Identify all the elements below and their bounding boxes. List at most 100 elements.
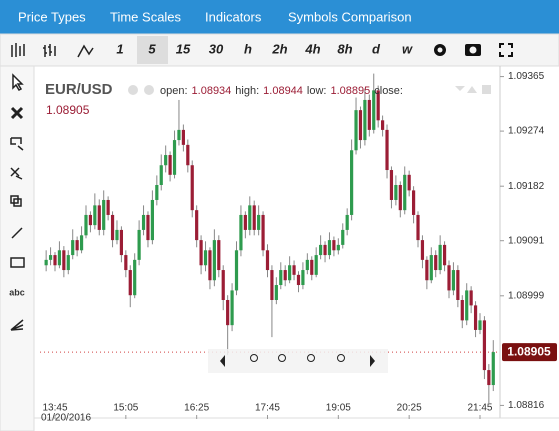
- period-button[interactable]: 4h: [304, 41, 320, 56]
- candle-body: [451, 270, 456, 291]
- camera-lens: [469, 46, 477, 54]
- header-icons[interactable]: [455, 85, 491, 94]
- period-button[interactable]: 2h: [271, 41, 287, 56]
- candle-body: [350, 150, 354, 215]
- candle-body: [133, 259, 137, 296]
- symbol-icons: [128, 85, 491, 95]
- candle-body: [465, 290, 469, 321]
- candle-body: [407, 174, 411, 191]
- candle-body: [93, 205, 97, 226]
- period-button[interactable]: w: [402, 41, 413, 56]
- candle-body: [53, 255, 57, 266]
- period-button[interactable]: d: [372, 41, 381, 56]
- x-tick-label: 17:45: [255, 403, 280, 414]
- fan-tool[interactable]: [10, 319, 24, 331]
- candle-body: [261, 214, 265, 251]
- candle-body: [212, 240, 216, 281]
- delete-all-tool[interactable]: [10, 167, 23, 180]
- candle-body: [137, 229, 141, 260]
- candle-body: [363, 99, 367, 141]
- candle-body: [292, 265, 296, 275]
- candle-body: [44, 259, 48, 266]
- menu-item[interactable]: Price Types: [18, 9, 86, 24]
- candle-body: [296, 274, 301, 286]
- candle-body: [438, 244, 442, 271]
- candle-body: [305, 259, 309, 271]
- candle-body: [181, 129, 185, 145]
- navigation-icons: [220, 354, 375, 367]
- zoom-out[interactable]: [278, 354, 286, 362]
- last-price-badge-text: 1.08905: [507, 344, 551, 358]
- candle-body: [482, 320, 487, 371]
- plot: 1.08816 1.08999 1.09091 1.09182 1.09274 1.093…: [40, 71, 557, 424]
- period-button[interactable]: h: [244, 41, 252, 56]
- info-label: high:: [235, 85, 259, 97]
- ohlc-info: open: 1.08934 high: 1.08944 low: 1.08895 close…: [160, 85, 403, 97]
- candle-body: [71, 240, 75, 256]
- line-icon[interactable]: [77, 44, 94, 58]
- candle-body: [478, 320, 482, 330]
- visibility-icon[interactable]: [128, 85, 138, 95]
- candle-body: [226, 300, 230, 326]
- line-tool[interactable]: [11, 227, 23, 239]
- menu-item[interactable]: Symbols Comparison: [288, 9, 412, 24]
- menu-item[interactable]: Time Scales: [110, 9, 182, 24]
- period-button[interactable]: 30: [209, 41, 224, 56]
- zoom-fit[interactable]: [307, 354, 315, 362]
- menu-bar: [0, 0, 559, 34]
- candle-body: [416, 214, 420, 241]
- period-button[interactable]: 15: [176, 41, 191, 56]
- candle-body: [146, 214, 150, 241]
- scroll-left[interactable]: [220, 355, 225, 367]
- y-tick-label: 1.09274: [508, 126, 545, 137]
- candle-body: [159, 165, 163, 185]
- fullscreen-button[interactable]: [499, 43, 513, 57]
- period-button[interactable]: 8h: [337, 41, 352, 56]
- current-price: 1.08905: [46, 103, 90, 117]
- delete-tool[interactable]: [10, 106, 24, 120]
- candle-body: [221, 270, 225, 300]
- cursor-tool[interactable]: [12, 73, 24, 91]
- candle-body: [345, 214, 349, 230]
- x-tick-label: 21:45: [467, 403, 492, 414]
- candle-body: [248, 205, 252, 230]
- copy-tool[interactable]: [10, 195, 22, 207]
- candle-icon[interactable]: [11, 43, 25, 57]
- info-value: 1.08895: [330, 85, 370, 97]
- text-tool[interactable]: abc: [9, 287, 25, 297]
- zoom-reset[interactable]: [337, 354, 345, 362]
- candle-body: [66, 255, 70, 271]
- info-label: open:: [160, 85, 188, 97]
- rect-tool[interactable]: [10, 257, 25, 268]
- candle-body: [239, 214, 243, 251]
- x-tick-label: 13:45: [42, 403, 67, 414]
- delete-drawing-tool[interactable]: [10, 137, 24, 151]
- candle-body: [270, 270, 274, 300]
- chart-type-icons: [11, 43, 94, 58]
- candle-body: [447, 265, 451, 291]
- candle-body: [48, 255, 53, 260]
- candle-body: [141, 214, 146, 230]
- menu-item[interactable]: Indicators: [205, 9, 262, 24]
- period-button[interactable]: 1: [116, 41, 123, 56]
- settings-icon[interactable]: [144, 85, 154, 95]
- candle-body: [327, 240, 332, 256]
- left-tool-icons: [10, 73, 25, 331]
- candle-body: [336, 244, 340, 251]
- x-tick-label: 19:05: [326, 403, 351, 414]
- candle-body: [398, 185, 402, 211]
- candle-body: [403, 174, 407, 211]
- candle-body: [389, 170, 394, 200]
- x-tick-label: 15:05: [113, 403, 138, 414]
- candle-body: [97, 205, 101, 230]
- period-button[interactable]: 5: [148, 41, 156, 56]
- ohlc-icon[interactable]: [43, 44, 56, 57]
- date-label: 01/20/2016: [41, 413, 91, 424]
- candle-body: [411, 190, 416, 215]
- candle-body: [456, 270, 460, 300]
- candle-body: [460, 300, 464, 321]
- scroll-right[interactable]: [370, 355, 375, 367]
- y-tick-label: 1.09365: [508, 71, 545, 82]
- zoom-in[interactable]: [250, 354, 258, 362]
- candle-body: [203, 250, 208, 266]
